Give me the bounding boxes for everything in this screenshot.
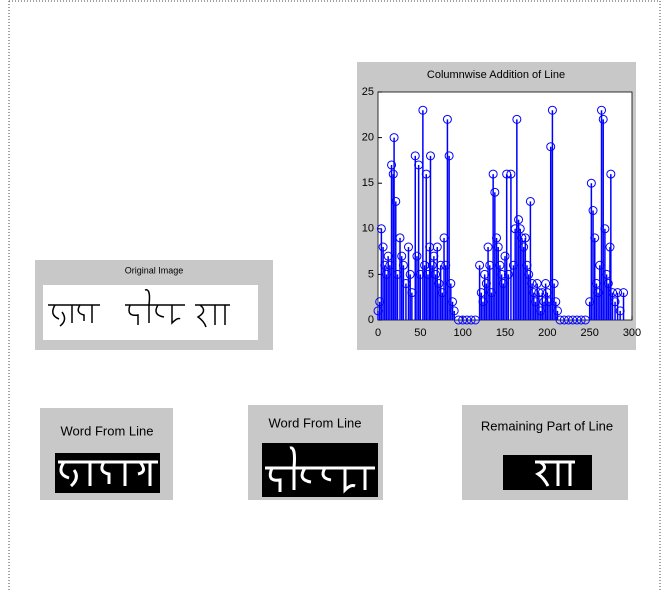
panel-title: Word From Line xyxy=(61,423,154,438)
y-tick-label: 5 xyxy=(368,268,374,280)
x-tick-label: 100 xyxy=(453,327,471,339)
panel-title: Word From Line xyxy=(269,415,362,430)
y-tick-label: 25 xyxy=(362,86,374,98)
figure-window: Original Image Columnwise Addition of Li… xyxy=(0,0,671,592)
chart-title: Columnwise Addition of Line xyxy=(427,69,565,81)
y-tick-label: 0 xyxy=(368,314,374,326)
y-tick-label: 15 xyxy=(362,177,374,189)
x-tick-label: 0 xyxy=(375,327,381,339)
panel-title: Original Image xyxy=(125,265,184,275)
y-tick-label: 20 xyxy=(362,132,374,144)
x-tick-label: 150 xyxy=(496,327,514,339)
x-tick-label: 200 xyxy=(538,327,556,339)
panel-title: Remaining Part of Line xyxy=(481,418,613,433)
x-tick-label: 300 xyxy=(623,327,641,339)
x-tick-label: 50 xyxy=(414,327,426,339)
x-tick-label: 250 xyxy=(580,327,598,339)
y-tick-label: 10 xyxy=(362,223,374,235)
